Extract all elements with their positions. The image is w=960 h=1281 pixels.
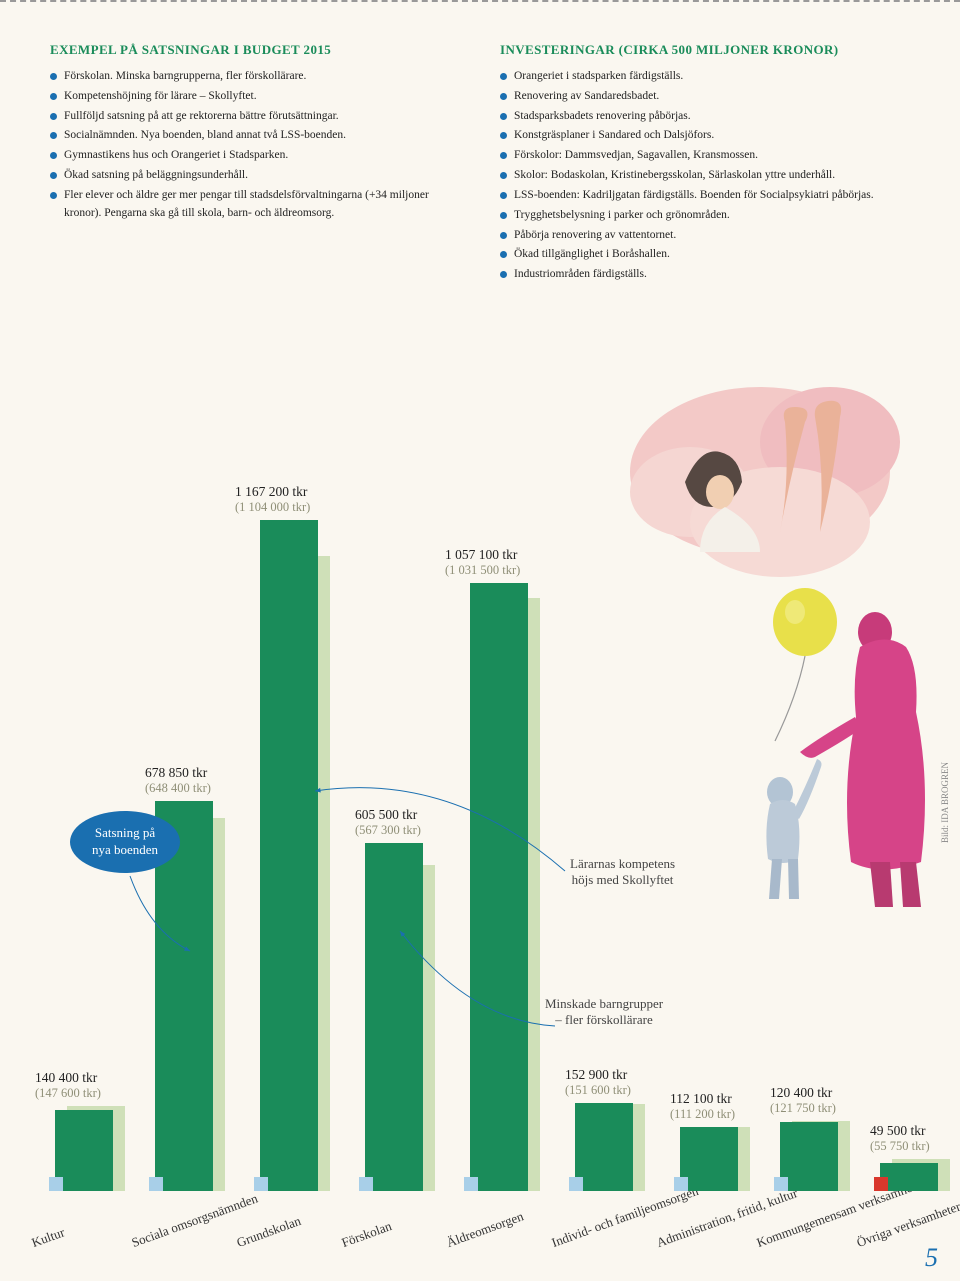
bar-value-label: 678 850 tkr(648 400 tkr) [145, 765, 211, 796]
bar-tiny-marker [359, 1177, 373, 1191]
bullet-item: Kompetenshöjning för lärare – Skollyftet… [50, 88, 460, 106]
bar-category-label: Kultur [30, 1224, 67, 1251]
bar-current [880, 1163, 938, 1191]
bullet-item: Stadsparksbadets renovering påbörjas. [500, 108, 910, 126]
bullet-item: Konstgräsplaner i Sandared och Dalsjöfor… [500, 127, 910, 145]
bullet-item: Socialnämnden. Nya boenden, bland annat … [50, 127, 460, 145]
bar-current [680, 1127, 738, 1191]
bullet-item: Orangeriet i stadsparken färdigställs. [500, 68, 910, 86]
left-column: EXEMPEL PÅ SATSNINGAR I BUDGET 2015 Förs… [50, 42, 460, 286]
image-credit: Bild: IDA BROGREN [940, 762, 950, 843]
bar-value-label: 140 400 tkr(147 600 tkr) [35, 1070, 101, 1101]
bar-current [55, 1110, 113, 1191]
bar-tiny-marker [254, 1177, 268, 1191]
bar-current [470, 583, 528, 1191]
bullet-item: Ökad satsning på beläggningsunderhåll. [50, 167, 460, 185]
bullet-item: Förskolor: Dammsvedjan, Sagavallen, Kran… [500, 147, 910, 165]
bar-value-label: 152 900 tkr(151 600 tkr) [565, 1067, 631, 1098]
chart-callout: Minskade barngrupper– fler förskollärare [545, 996, 663, 1028]
bar-current [365, 843, 423, 1191]
bar-tiny-marker [149, 1177, 163, 1191]
bullet-item: LSS-boenden: Kadriljgatan färdigställs. … [500, 187, 910, 205]
bullet-item: Trygghetsbelysning i parker och grönområ… [500, 207, 910, 225]
bullet-item: Fler elever och äldre ger mer pengar til… [50, 187, 460, 223]
bullet-item: Förskolan. Minska barngrupperna, fler fö… [50, 68, 460, 86]
bullet-item: Fullföljd satsning på att ge rektorerna … [50, 108, 460, 126]
bar-tiny-marker [464, 1177, 478, 1191]
bar-value-label: 120 400 tkr(121 750 tkr) [770, 1085, 836, 1116]
bullet-item: Renovering av Sandaredsbadet. [500, 88, 910, 106]
bar-tiny-marker [49, 1177, 63, 1191]
bar-value-label: 49 500 tkr(55 750 tkr) [870, 1123, 930, 1154]
bar-category-label: Förskolan [340, 1218, 394, 1251]
right-title: INVESTERINGAR (CIRKA 500 MILJONER KRONOR… [500, 42, 910, 58]
chart-callout: Satsning pånya boenden [70, 811, 180, 873]
bar-value-label: 605 500 tkr(567 300 tkr) [355, 807, 421, 838]
bar-category-label: Grundskolan [235, 1213, 304, 1251]
woman-child-balloon-illustration [630, 362, 940, 942]
left-title: EXEMPEL PÅ SATSNINGAR I BUDGET 2015 [50, 42, 460, 58]
bar-value-label: 1 057 100 tkr(1 031 500 tkr) [445, 547, 520, 578]
bar-value-label: 1 167 200 tkr(1 104 000 tkr) [235, 484, 310, 515]
bar-current [780, 1122, 838, 1191]
bullet-item: Påbörja renovering av vattentornet. [500, 227, 910, 245]
bullet-item: Gymnastikens hus och Orangeriet i Stadsp… [50, 147, 460, 165]
right-bullet-list: Orangeriet i stadsparken färdigställs. Re… [500, 68, 910, 284]
bar-category-label: Äldreomsorgen [445, 1208, 526, 1251]
bullet-item: Industriområden färdigställs. [500, 266, 910, 284]
right-column: INVESTERINGAR (CIRKA 500 MILJONER KRONOR… [500, 42, 910, 286]
left-bullet-list: Förskolan. Minska barngrupperna, fler fö… [50, 68, 460, 223]
bar-tiny-marker [774, 1177, 788, 1191]
page-number: 5 [925, 1243, 938, 1273]
bullet-item: Skolor: Bodaskolan, Kristinebergsskolan,… [500, 167, 910, 185]
bar-tiny-marker [569, 1177, 583, 1191]
top-text-columns: EXEMPEL PÅ SATSNINGAR I BUDGET 2015 Förs… [0, 2, 960, 296]
bar-current [575, 1103, 633, 1191]
bullet-item: Ökad tillgänglighet i Boråshallen. [500, 246, 910, 264]
bar-tiny-marker [674, 1177, 688, 1191]
bar-value-label: 112 100 tkr(111 200 tkr) [670, 1091, 735, 1122]
bar-current [260, 520, 318, 1191]
bar-tiny-marker [874, 1177, 888, 1191]
